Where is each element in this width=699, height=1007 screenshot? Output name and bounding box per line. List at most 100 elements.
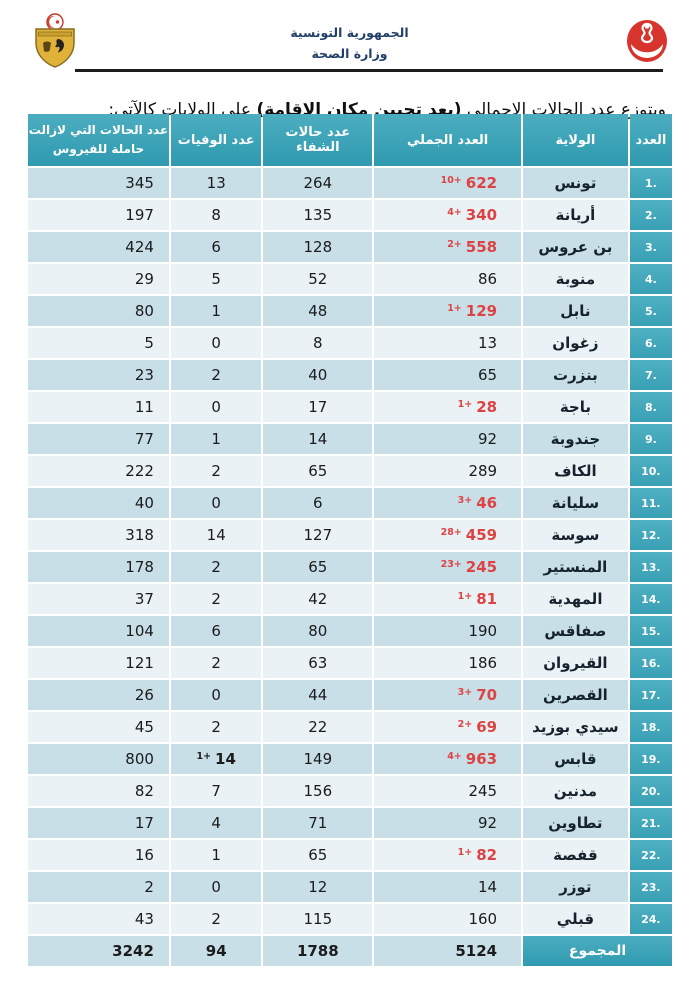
- cell-value: 245: [465, 558, 498, 576]
- col-header-deaths: عدد الوفيات: [170, 114, 262, 166]
- deaths-cell: 2: [170, 712, 262, 742]
- table-row: .12 سوسة 28+ 459 127 14 318: [28, 520, 672, 550]
- recovered-cell: 63: [263, 648, 373, 678]
- row-index-cell: .2: [629, 200, 672, 230]
- active-cases-cell: 23: [28, 360, 169, 390]
- recovered-cell: 65: [263, 840, 373, 870]
- total-cases-cell: 245: [374, 776, 522, 806]
- row-index-cell: .13: [629, 552, 672, 582]
- table-row: .21 تطاوين 92 71 4 17: [28, 808, 672, 838]
- active-cases-cell: 37: [28, 584, 169, 614]
- recovered-cell: 12: [263, 872, 373, 902]
- recovered-cell: 115: [263, 904, 373, 934]
- cell-value: 6: [211, 238, 221, 256]
- table-row: .5 نابل 1+ 129 48 1 80: [28, 296, 672, 326]
- new-cases-delta: 10+: [440, 175, 462, 186]
- deaths-cell: 2: [170, 904, 262, 934]
- recovered-cell: 80: [263, 616, 373, 646]
- recovered-cell: 17: [263, 392, 373, 422]
- cell-value: 70: [476, 686, 498, 704]
- total-cases-sum: 5124: [374, 936, 522, 966]
- cell-value: 92: [477, 814, 498, 832]
- cell-value: 0: [211, 494, 221, 512]
- cell-value: 558: [465, 238, 498, 256]
- active-cases-cell: 26: [28, 680, 169, 710]
- total-cases-cell: 3+ 70: [374, 680, 522, 710]
- active-cases-cell: 345: [28, 168, 169, 198]
- active-cases-cell: 17: [28, 808, 169, 838]
- recovered-cell: 65: [263, 456, 373, 486]
- cell-value: 1: [211, 302, 221, 320]
- table-row: .1 تونس 10+ 622 264 13 345: [28, 168, 672, 198]
- total-cases-cell: 1+ 82: [374, 840, 522, 870]
- total-cases-cell: 190: [374, 616, 522, 646]
- governorate-cell: بن عروس: [523, 232, 628, 262]
- cell-value: 160: [468, 910, 498, 928]
- new-cases-delta: 4+: [447, 207, 462, 218]
- row-index-cell: .6: [629, 328, 672, 358]
- active-cases-cell: 43: [28, 904, 169, 934]
- table-row: .20 مدنين 245 156 7 82: [28, 776, 672, 806]
- deaths-sum: 94: [170, 936, 262, 966]
- new-cases-delta: 3+: [457, 687, 473, 698]
- col-header-index: العدد: [629, 114, 672, 166]
- deaths-cell: 5: [170, 264, 262, 294]
- cell-value: 2: [211, 590, 221, 608]
- governorate-cell: الكاف: [523, 456, 628, 486]
- governorate-cell: المنستير: [523, 552, 628, 582]
- new-cases-delta: 23+: [440, 559, 462, 570]
- governorate-cell: سوسة: [523, 520, 628, 550]
- governorate-cell: بنزرت: [523, 360, 628, 390]
- row-index-cell: .17: [629, 680, 672, 710]
- cell-value: 963: [465, 750, 498, 768]
- recovered-cell: 42: [263, 584, 373, 614]
- recovered-cell: 127: [263, 520, 373, 550]
- row-index-cell: .18: [629, 712, 672, 742]
- active-cases-cell: 82: [28, 776, 169, 806]
- new-cases-delta: 1+: [457, 591, 473, 602]
- table-row: .17 القصرين 3+ 70 44 0 26: [28, 680, 672, 710]
- total-cases-cell: 1+ 28: [374, 392, 522, 422]
- cell-value: 13: [477, 334, 498, 352]
- active-sum: 3242: [28, 936, 169, 966]
- recovered-cell: 44: [263, 680, 373, 710]
- row-index-cell: .5: [629, 296, 672, 326]
- recovered-cell: 52: [263, 264, 373, 294]
- new-cases-delta: 1+: [447, 303, 462, 314]
- active-cases-cell: 40: [28, 488, 169, 518]
- governorate-cell: تطاوين: [523, 808, 628, 838]
- active-cases-cell: 5: [28, 328, 169, 358]
- row-index-cell: .19: [629, 744, 672, 774]
- cell-value: 1: [211, 846, 221, 864]
- cell-value: 289: [468, 462, 498, 480]
- total-cases-cell: 186: [374, 648, 522, 678]
- deaths-cell: 8: [170, 200, 262, 230]
- total-cases-cell: 92: [374, 808, 522, 838]
- row-index-cell: .16: [629, 648, 672, 678]
- active-cases-cell: 800: [28, 744, 169, 774]
- total-label-cell: المجموع: [523, 936, 672, 966]
- col-header-governorate: الولاية: [523, 114, 628, 166]
- total-cases-cell: 13: [374, 328, 522, 358]
- deaths-cell: 6: [170, 232, 262, 262]
- active-cases-cell: 104: [28, 616, 169, 646]
- governorate-cell: تونس: [523, 168, 628, 198]
- cell-value: 0: [211, 398, 221, 416]
- row-index-cell: .23: [629, 872, 672, 902]
- new-cases-delta: 4+: [447, 751, 462, 762]
- total-cases-cell: 3+ 46: [374, 488, 522, 518]
- recovered-cell: 149: [263, 744, 373, 774]
- total-cases-cell: 289: [374, 456, 522, 486]
- new-cases-delta: 2+: [457, 719, 473, 730]
- total-cases-cell: 23+ 245: [374, 552, 522, 582]
- cell-value: 69: [476, 718, 498, 736]
- recovered-cell: 135: [263, 200, 373, 230]
- new-cases-delta: 1+: [196, 751, 212, 762]
- deaths-cell: 0: [170, 680, 262, 710]
- recovered-cell: 8: [263, 328, 373, 358]
- table-row: .23 توزر 14 12 0 2: [28, 872, 672, 902]
- governorate-cell: قابس: [523, 744, 628, 774]
- cell-value: 190: [468, 622, 498, 640]
- governorate-cell: جندوبة: [523, 424, 628, 454]
- col-header-total: العدد الجملي: [374, 114, 522, 166]
